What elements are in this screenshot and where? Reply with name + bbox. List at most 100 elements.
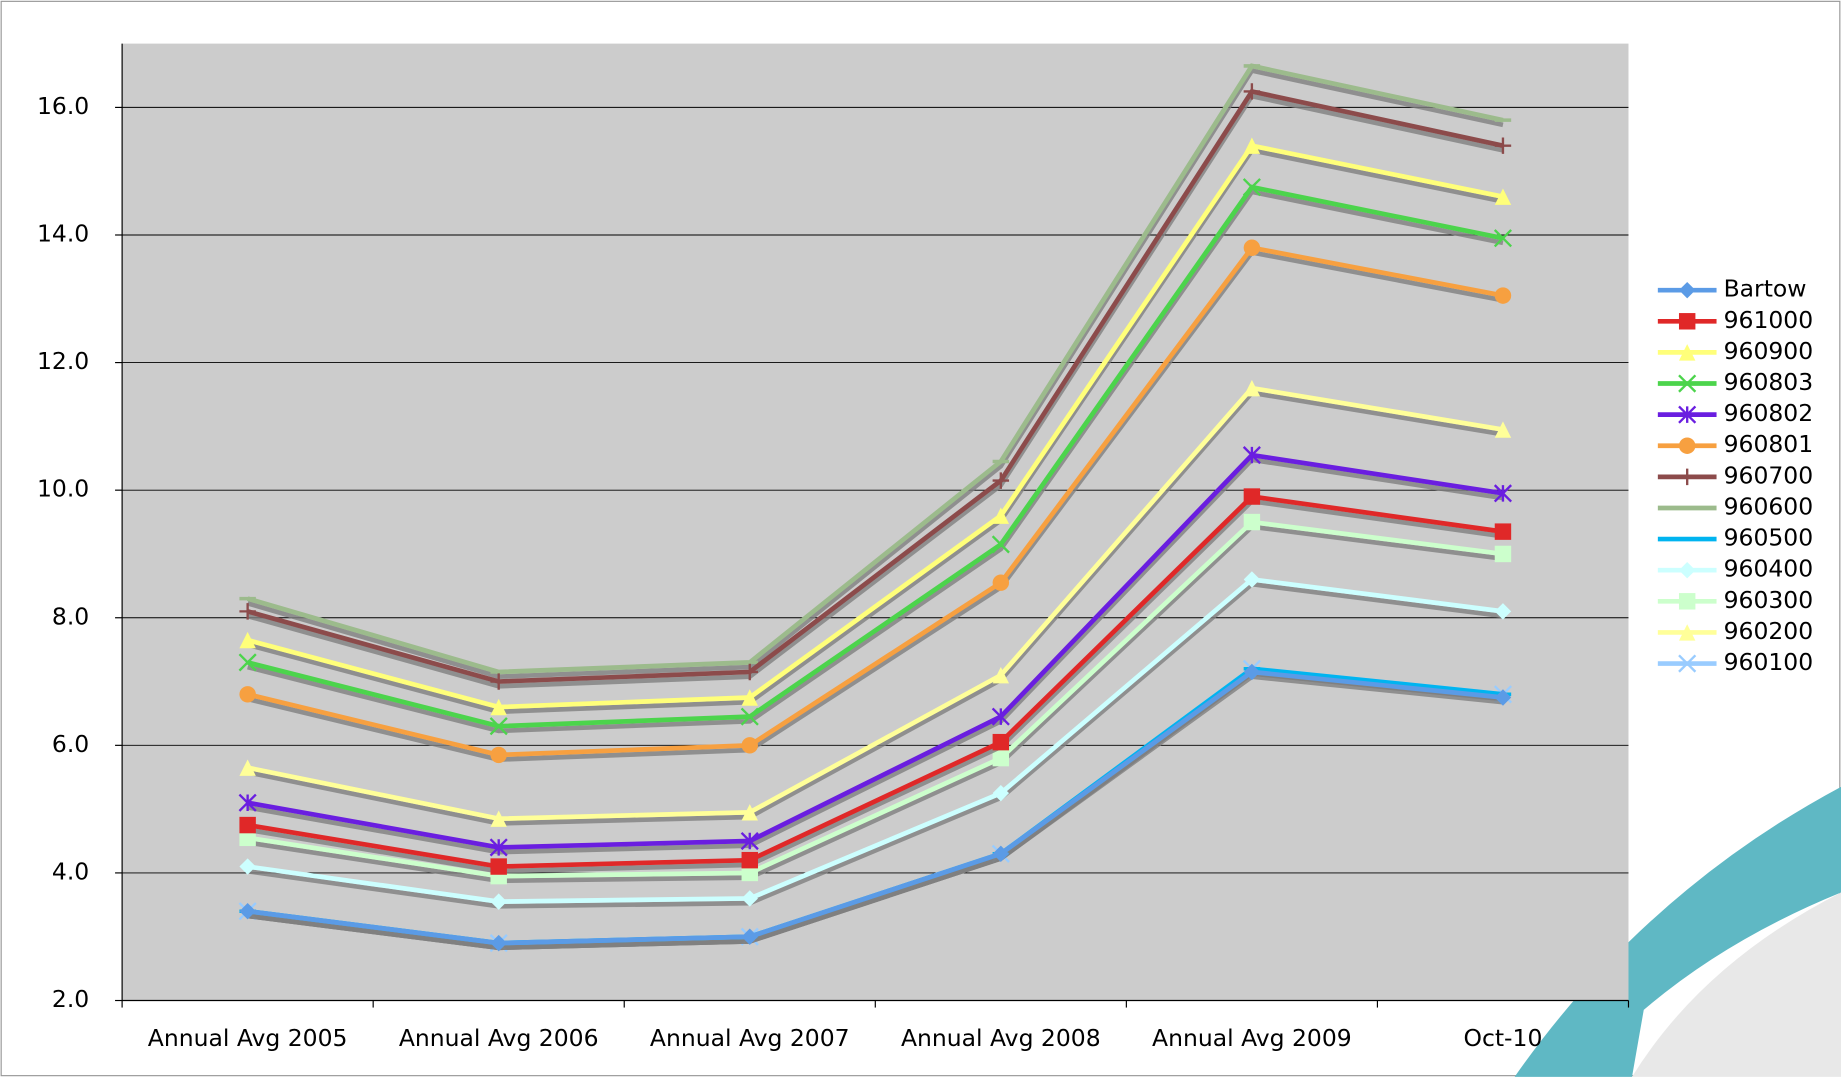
marker xyxy=(1494,287,1512,304)
y-tick-label: 6.0 xyxy=(52,730,89,758)
marker xyxy=(1243,239,1261,256)
series-line xyxy=(247,245,1504,758)
marker xyxy=(239,631,256,649)
marker xyxy=(239,603,256,620)
series-line xyxy=(247,577,1504,904)
legend-label: 960803 xyxy=(1724,368,1814,396)
marker xyxy=(1243,83,1261,100)
marker xyxy=(1493,229,1513,248)
marker xyxy=(490,858,507,875)
legend-label: 960100 xyxy=(1724,648,1814,676)
marker xyxy=(741,864,758,882)
legend-label: 960400 xyxy=(1724,555,1814,583)
marker xyxy=(489,717,508,736)
marker xyxy=(1678,624,1696,641)
marker xyxy=(1678,593,1696,610)
series-line xyxy=(247,494,1504,869)
marker xyxy=(1678,281,1696,299)
marker xyxy=(1494,137,1512,154)
marker xyxy=(1678,561,1696,579)
marker xyxy=(992,733,1010,751)
marker xyxy=(1243,379,1261,397)
marker xyxy=(1494,188,1512,205)
marker xyxy=(1678,405,1697,424)
x-tick-label: Annual Avg 2009 xyxy=(1152,1024,1352,1052)
decoration xyxy=(1514,786,1841,1077)
marker xyxy=(1678,374,1697,393)
marker xyxy=(1243,663,1261,681)
legend-label: 960700 xyxy=(1724,461,1814,489)
marker xyxy=(239,902,256,920)
line-shadow xyxy=(247,390,1504,826)
marker xyxy=(1494,523,1512,540)
x-tick-label: Annual Avg 2008 xyxy=(901,1024,1101,1052)
marker xyxy=(992,472,1010,489)
marker xyxy=(490,673,507,690)
legend-label: Bartow xyxy=(1724,275,1807,303)
marker xyxy=(489,838,508,857)
marker xyxy=(490,746,507,764)
decoration xyxy=(1632,892,1841,1077)
marker xyxy=(1678,654,1697,673)
marker xyxy=(490,893,507,910)
marker xyxy=(741,804,758,821)
line-shadow xyxy=(247,457,1504,855)
marker xyxy=(1243,571,1261,588)
marker xyxy=(991,707,1010,726)
marker xyxy=(741,737,758,754)
marker xyxy=(1243,513,1261,531)
line-shadow xyxy=(247,524,1504,884)
line-shadow xyxy=(247,189,1504,734)
legend-label: 960200 xyxy=(1724,617,1814,645)
marker xyxy=(1494,689,1512,706)
marker xyxy=(1678,468,1696,486)
marker xyxy=(1494,421,1512,438)
y-tick-label: 10.0 xyxy=(37,475,89,503)
line-shadow xyxy=(247,674,1504,951)
plot-area xyxy=(122,43,1629,1001)
y-tick-label: 2.0 xyxy=(52,985,89,1013)
x-tick-label: Annual Avg 2005 xyxy=(148,1024,348,1052)
series-line xyxy=(247,143,1504,710)
x-tick-label: Annual Avg 2007 xyxy=(650,1024,850,1052)
marker xyxy=(239,686,256,703)
series-line xyxy=(247,184,1504,729)
marker xyxy=(239,759,256,776)
marker xyxy=(992,749,1010,767)
series-line xyxy=(247,452,1504,850)
legend-label: 960900 xyxy=(1724,337,1814,365)
marker xyxy=(1242,178,1261,197)
legend-label: 960500 xyxy=(1724,524,1814,552)
marker xyxy=(238,653,257,672)
marker xyxy=(1243,488,1261,505)
series-line xyxy=(246,63,1504,675)
marker xyxy=(1678,313,1696,330)
marker xyxy=(992,666,1010,684)
legend-label: 960801 xyxy=(1724,430,1814,458)
marker xyxy=(490,810,507,827)
marker xyxy=(239,858,256,875)
marker xyxy=(490,934,507,952)
marker xyxy=(992,507,1010,524)
line-shadow xyxy=(247,249,1504,762)
marker xyxy=(1493,484,1513,503)
y-tick-label: 16.0 xyxy=(37,92,89,120)
y-tick-label: 8.0 xyxy=(52,602,89,630)
line-shadow xyxy=(247,93,1504,689)
marker xyxy=(741,928,758,945)
series-line xyxy=(247,519,1504,879)
series-line xyxy=(247,88,1504,684)
marker xyxy=(239,829,256,847)
marker xyxy=(1243,137,1261,154)
marker xyxy=(238,793,257,812)
marker xyxy=(992,845,1010,863)
line-shadow xyxy=(247,498,1504,874)
x-tick-label: Annual Avg 2006 xyxy=(399,1024,599,1052)
y-tick-label: 14.0 xyxy=(37,219,89,247)
marker xyxy=(1494,545,1512,563)
legend-label: 960802 xyxy=(1724,399,1814,427)
x-tick-label: Oct-10 xyxy=(1463,1024,1542,1052)
marker xyxy=(741,851,758,869)
marker xyxy=(239,816,256,834)
